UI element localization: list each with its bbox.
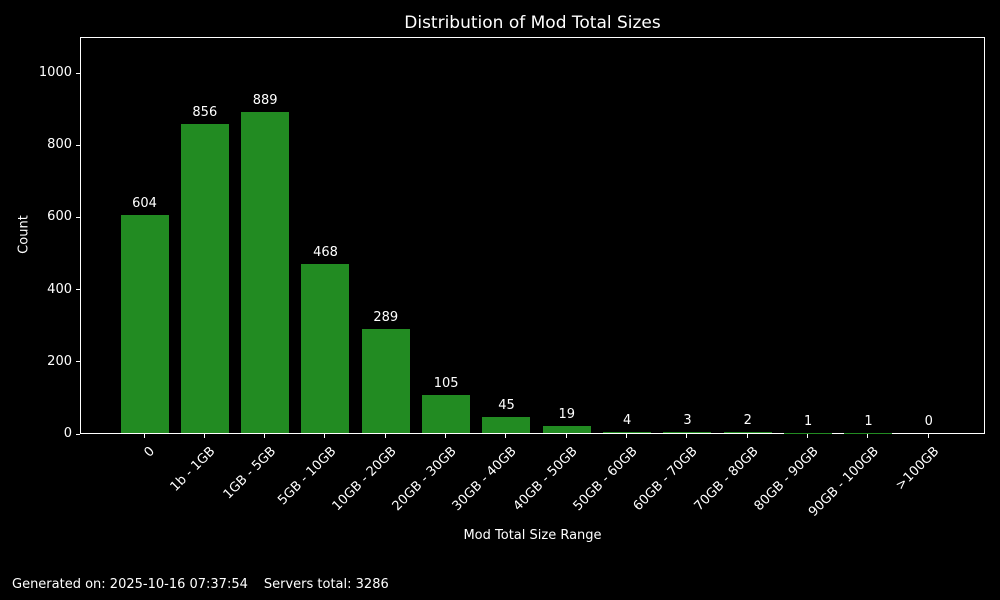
y-tick-mark xyxy=(76,144,80,146)
bar-20GB - 30GB xyxy=(422,395,471,433)
footer: Generated on: 2025-10-16 07:37:54 Servers… xyxy=(12,577,389,592)
bar-30GB - 40GB xyxy=(482,416,531,433)
x-tick-label: 1GB - 5GB xyxy=(220,444,279,503)
x-tick-mark xyxy=(565,434,567,438)
bar-value-label: 3 xyxy=(683,412,692,428)
y-tick-mark xyxy=(76,289,80,291)
x-tick-mark xyxy=(264,434,266,438)
y-axis-label: Count xyxy=(16,215,32,254)
x-tick-label: 0 xyxy=(141,444,159,461)
y-tick-label: 800 xyxy=(47,137,72,153)
y-tick-label: 200 xyxy=(47,353,72,369)
x-tick-mark xyxy=(384,434,386,438)
bar-1b - 1GB xyxy=(180,124,229,433)
bar-value-label: 105 xyxy=(433,376,459,392)
generated-timestamp: Generated on: 2025-10-16 07:37:54 xyxy=(12,577,248,592)
x-tick-mark xyxy=(445,434,447,438)
x-tick-label: 60GB - 70GB xyxy=(631,444,702,515)
x-tick-mark xyxy=(324,434,326,438)
y-tick-mark xyxy=(76,72,80,74)
bar-1GB - 5GB xyxy=(241,112,290,433)
bar-value-label: 4 xyxy=(622,412,632,428)
x-tick-mark xyxy=(626,434,628,438)
x-tick-label: 5GB - 10GB xyxy=(274,444,340,509)
x-tick-mark xyxy=(807,434,809,438)
bar-50GB - 60GB xyxy=(603,431,652,433)
bar-value-label: 856 xyxy=(192,105,218,121)
x-tick-mark xyxy=(867,434,869,438)
bar-value-label: 45 xyxy=(498,397,515,413)
bar-value-label: 604 xyxy=(132,196,157,212)
bar-value-label: 19 xyxy=(558,407,576,423)
servers-total: Servers total: 3286 xyxy=(263,577,389,592)
x-tick-label: 1b - 1GB xyxy=(167,444,219,495)
bar-value-label: 1 xyxy=(864,413,873,429)
y-tick-mark xyxy=(76,361,80,363)
chart-title: Distribution of Mod Total Sizes xyxy=(404,13,661,33)
x-tick-label: >100GB xyxy=(893,444,943,494)
x-tick-label: 30GB - 40GB xyxy=(450,444,521,515)
y-tick-label: 600 xyxy=(47,209,72,225)
bar-0 xyxy=(120,215,169,433)
y-tick-label: 400 xyxy=(47,281,72,297)
x-tick-mark xyxy=(505,434,507,438)
x-tick-mark xyxy=(746,434,748,438)
y-tick-mark xyxy=(76,433,80,435)
x-tick-mark xyxy=(203,434,205,438)
y-tick-label: 0 xyxy=(63,426,72,441)
bar-60GB - 70GB xyxy=(663,431,712,433)
y-tick-label: 1000 xyxy=(38,65,72,81)
bar-10GB - 20GB xyxy=(361,328,410,433)
bar-value-label: 2 xyxy=(743,413,752,429)
bar-5GB - 10GB xyxy=(301,264,350,433)
x-tick-mark xyxy=(143,434,145,438)
x-tick-mark xyxy=(927,434,929,438)
bar-value-label: 889 xyxy=(252,93,278,109)
bar-70GB - 80GB xyxy=(723,432,772,433)
bar-value-label: 468 xyxy=(313,245,338,261)
y-tick-mark xyxy=(76,216,80,218)
bar-40GB - 50GB xyxy=(542,426,591,433)
bar-value-label: 0 xyxy=(924,414,933,429)
x-axis-label: Mod Total Size Range xyxy=(463,528,602,543)
plot-area: 604 856 889 468 289 105 45 19 4 3 2 1 1 0 xyxy=(80,37,985,434)
x-tick-mark xyxy=(686,434,688,438)
bar-value-label: 289 xyxy=(373,309,399,325)
bar-value-label: 1 xyxy=(803,413,813,429)
